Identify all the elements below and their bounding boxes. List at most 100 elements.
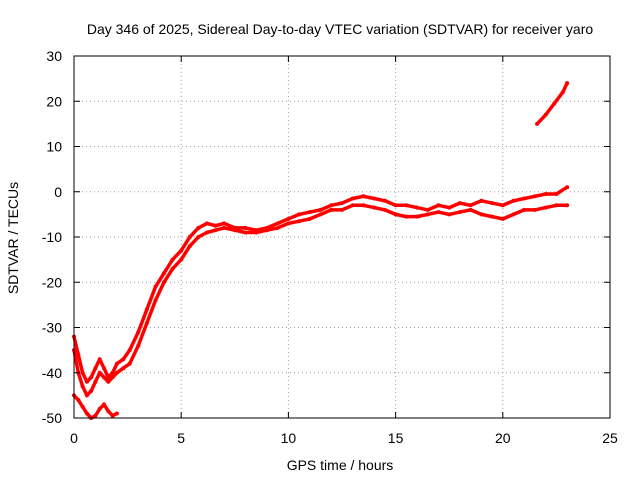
data-point xyxy=(286,216,291,221)
series-layer xyxy=(72,81,570,420)
data-point xyxy=(436,203,441,208)
y-tick-label: 30 xyxy=(46,48,62,64)
data-point xyxy=(479,212,484,217)
data-point xyxy=(110,375,115,380)
data-point xyxy=(340,201,344,206)
axis-ticks xyxy=(73,55,611,419)
data-point xyxy=(318,212,323,217)
data-point xyxy=(522,196,527,201)
data-point xyxy=(297,219,302,224)
data-point xyxy=(500,216,505,221)
data-point xyxy=(179,257,184,262)
y-tick-label: -50 xyxy=(42,410,62,426)
y-tick-label: 0 xyxy=(54,184,62,200)
data-point xyxy=(204,221,209,226)
x-tick-label: 5 xyxy=(177,430,185,446)
data-point xyxy=(144,321,149,325)
data-point xyxy=(93,366,98,371)
data-point xyxy=(93,379,98,384)
x-tick-label: 20 xyxy=(495,430,511,446)
data-point xyxy=(102,375,106,380)
data-point xyxy=(89,388,94,393)
data-point xyxy=(97,370,102,375)
data-point xyxy=(350,203,355,208)
data-point xyxy=(543,205,548,210)
data-point xyxy=(187,244,192,249)
data-point xyxy=(275,221,280,226)
data-point xyxy=(153,298,158,303)
data-point xyxy=(533,207,537,212)
data-point xyxy=(204,230,209,235)
data-point xyxy=(196,225,201,230)
data-point xyxy=(179,248,184,253)
data-point xyxy=(307,210,312,215)
data-point xyxy=(162,280,166,285)
x-tick-label: 0 xyxy=(70,430,78,446)
data-point xyxy=(511,198,516,203)
data-point xyxy=(307,216,312,221)
data-point xyxy=(213,228,218,233)
data-point xyxy=(76,397,81,402)
data-point xyxy=(114,370,119,375)
data-point xyxy=(554,192,559,196)
data-point xyxy=(382,198,387,203)
data-point xyxy=(127,361,132,366)
x-tick-labels: 0 5 10 15 20 25 xyxy=(70,430,618,446)
data-point xyxy=(127,348,132,353)
data-point xyxy=(222,225,227,230)
data-point xyxy=(80,404,85,409)
data-point xyxy=(76,352,81,357)
data-point xyxy=(404,214,409,219)
data-point xyxy=(436,210,441,215)
data-point xyxy=(110,413,115,418)
data-point xyxy=(97,406,102,411)
data-point xyxy=(106,409,111,414)
data-point xyxy=(522,207,527,212)
data-point xyxy=(415,214,419,219)
data-point xyxy=(382,207,387,212)
x-tick-label: 10 xyxy=(281,430,297,446)
data-point xyxy=(121,366,126,371)
data-point xyxy=(554,203,559,208)
y-axis-label: SDTVAR / TECUs xyxy=(5,182,21,294)
data-point xyxy=(361,194,366,199)
data-point xyxy=(97,357,102,362)
data-point xyxy=(560,90,565,95)
data-point xyxy=(187,235,192,239)
data-point xyxy=(243,225,248,230)
data-point xyxy=(80,370,85,375)
data-point xyxy=(372,205,377,210)
data-point xyxy=(543,112,548,117)
data-point xyxy=(213,223,218,228)
data-point xyxy=(329,203,334,208)
data-point xyxy=(565,185,570,190)
grid-lines xyxy=(74,56,610,418)
data-point xyxy=(468,203,473,208)
y-tick-label: -10 xyxy=(42,229,62,245)
data-point xyxy=(254,230,259,235)
data-point xyxy=(565,203,570,208)
y-tick-label: -30 xyxy=(42,320,62,336)
data-point xyxy=(535,121,540,126)
data-point xyxy=(457,201,462,206)
data-point xyxy=(136,330,141,334)
data-point xyxy=(162,271,166,276)
data-point xyxy=(479,198,484,203)
y-tick-label: 20 xyxy=(46,93,62,109)
data-point xyxy=(102,402,106,407)
data-point xyxy=(490,214,495,219)
y-tick-label: -40 xyxy=(42,365,62,381)
data-point xyxy=(511,212,516,217)
data-point xyxy=(533,194,537,199)
data-point xyxy=(114,361,119,366)
data-point xyxy=(552,101,557,106)
data-point xyxy=(265,228,269,233)
data-point xyxy=(89,375,94,380)
data-point xyxy=(468,207,473,212)
data-point xyxy=(121,357,126,362)
data-point xyxy=(393,212,398,217)
data-point xyxy=(84,411,89,416)
data-point xyxy=(318,207,323,212)
